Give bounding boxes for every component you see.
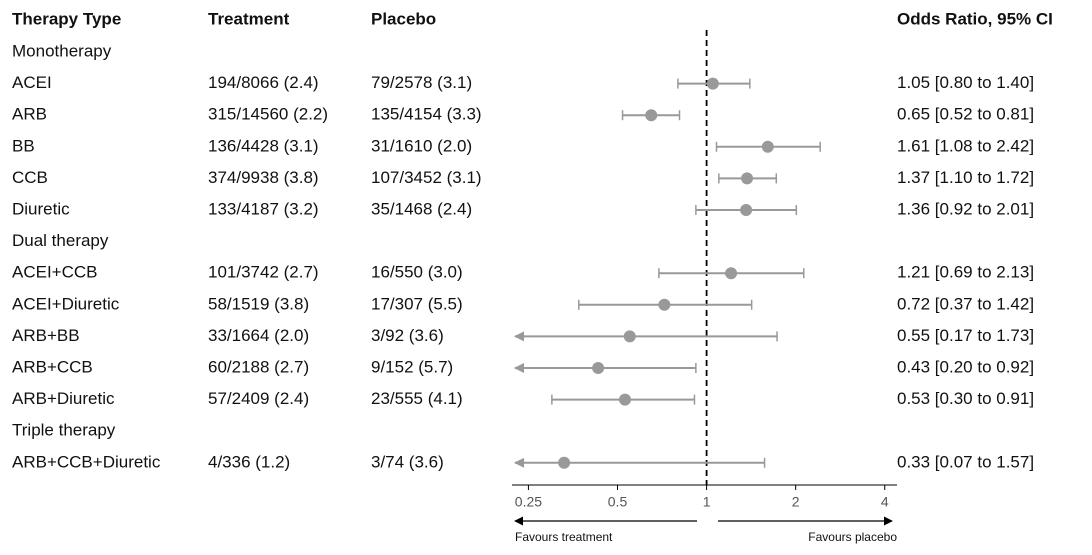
odds-ratio: 1.36 [0.92 to 2.01] — [897, 199, 1034, 218]
placebo: 3/74 (3.6) — [371, 452, 444, 471]
treatment: 133/4187 (3.2) — [208, 199, 319, 218]
treatment: 58/1519 (3.8) — [208, 294, 309, 313]
x-tick-label: 0.5 — [608, 494, 628, 510]
odds-ratio: 0.33 [0.07 to 1.57] — [897, 452, 1034, 471]
point — [623, 330, 636, 343]
placebo: 79/2578 (3.1) — [371, 73, 472, 92]
x-tick-label: 0.25 — [515, 494, 542, 510]
odds-ratio: 0.43 [0.20 to 0.92] — [897, 357, 1034, 376]
odds-ratio: 0.65 [0.52 to 0.81] — [897, 105, 1034, 124]
row-label: CCB — [12, 168, 48, 187]
column-header: Placebo — [371, 9, 436, 28]
point — [761, 140, 774, 153]
treatment: 60/2188 (2.7) — [208, 357, 309, 376]
row-label: ACEI — [12, 73, 52, 92]
column-header: Treatment — [208, 9, 290, 28]
x-tick-label: 4 — [881, 494, 889, 510]
treatment: 194/8066 (2.4) — [208, 73, 319, 92]
x-tick-label: 2 — [792, 494, 800, 510]
row-label: ACEI+CCB — [12, 263, 98, 282]
row-label: ARB+CCB+Diuretic — [12, 452, 161, 471]
point — [618, 393, 631, 406]
row-label: Dual therapy — [12, 231, 109, 250]
odds-ratio: 0.53 [0.30 to 0.91] — [897, 389, 1034, 408]
placebo: 17/307 (5.5) — [371, 294, 463, 313]
treatment: 33/1664 (2.0) — [208, 326, 309, 345]
row-label: ARB+BB — [12, 326, 80, 345]
placebo: 135/4154 (3.3) — [371, 105, 482, 124]
point — [706, 77, 719, 90]
point — [741, 172, 754, 185]
placebo: 23/555 (4.1) — [371, 389, 463, 408]
treatment: 101/3742 (2.7) — [208, 263, 319, 282]
point — [740, 204, 753, 216]
point — [645, 109, 658, 122]
treatment: 4/336 (1.2) — [208, 452, 290, 471]
odds-ratio: 1.21 [0.69 to 2.13] — [897, 263, 1034, 282]
annotation: Favours placebo — [808, 530, 897, 544]
placebo: 16/550 (3.0) — [371, 263, 463, 282]
x-tick-label: 1 — [703, 494, 711, 510]
odds-ratio: 1.05 [0.80 to 1.40] — [897, 73, 1034, 92]
point — [558, 456, 571, 469]
annotation: Favours treatment — [515, 530, 613, 544]
treatment: 57/2409 (2.4) — [208, 389, 309, 408]
row-label: Triple therapy — [12, 421, 116, 440]
treatment: 315/14560 (2.2) — [208, 105, 328, 124]
row-label: BB — [12, 136, 35, 155]
treatment: 136/4428 (3.1) — [208, 136, 319, 155]
placebo: 9/152 (5.7) — [371, 357, 453, 376]
column-header: Odds Ratio, 95% CI — [897, 9, 1053, 28]
row-label: Monotherapy — [12, 41, 112, 60]
treatment: 374/9938 (3.8) — [208, 168, 319, 187]
placebo: 35/1468 (2.4) — [371, 199, 472, 218]
column-header: Therapy Type — [12, 9, 121, 28]
placebo: 31/1610 (2.0) — [371, 136, 472, 155]
row-label: ARB+Diuretic — [12, 389, 115, 408]
row-label: ARB+CCB — [12, 357, 93, 376]
odds-ratio: 0.72 [0.37 to 1.42] — [897, 294, 1034, 313]
point — [592, 362, 605, 374]
odds-ratio: 1.37 [1.10 to 1.72] — [897, 168, 1034, 187]
point — [658, 298, 671, 311]
row-label: Diuretic — [12, 199, 70, 218]
placebo: 107/3452 (3.1) — [371, 168, 482, 187]
odds-ratio: 1.61 [1.08 to 2.42] — [897, 136, 1034, 155]
odds-ratio: 0.55 [0.17 to 1.73] — [897, 326, 1034, 345]
point — [725, 267, 738, 280]
row-label: ACEI+Diuretic — [12, 294, 120, 313]
row-label: ARB — [12, 105, 47, 124]
placebo: 3/92 (3.6) — [371, 326, 444, 345]
